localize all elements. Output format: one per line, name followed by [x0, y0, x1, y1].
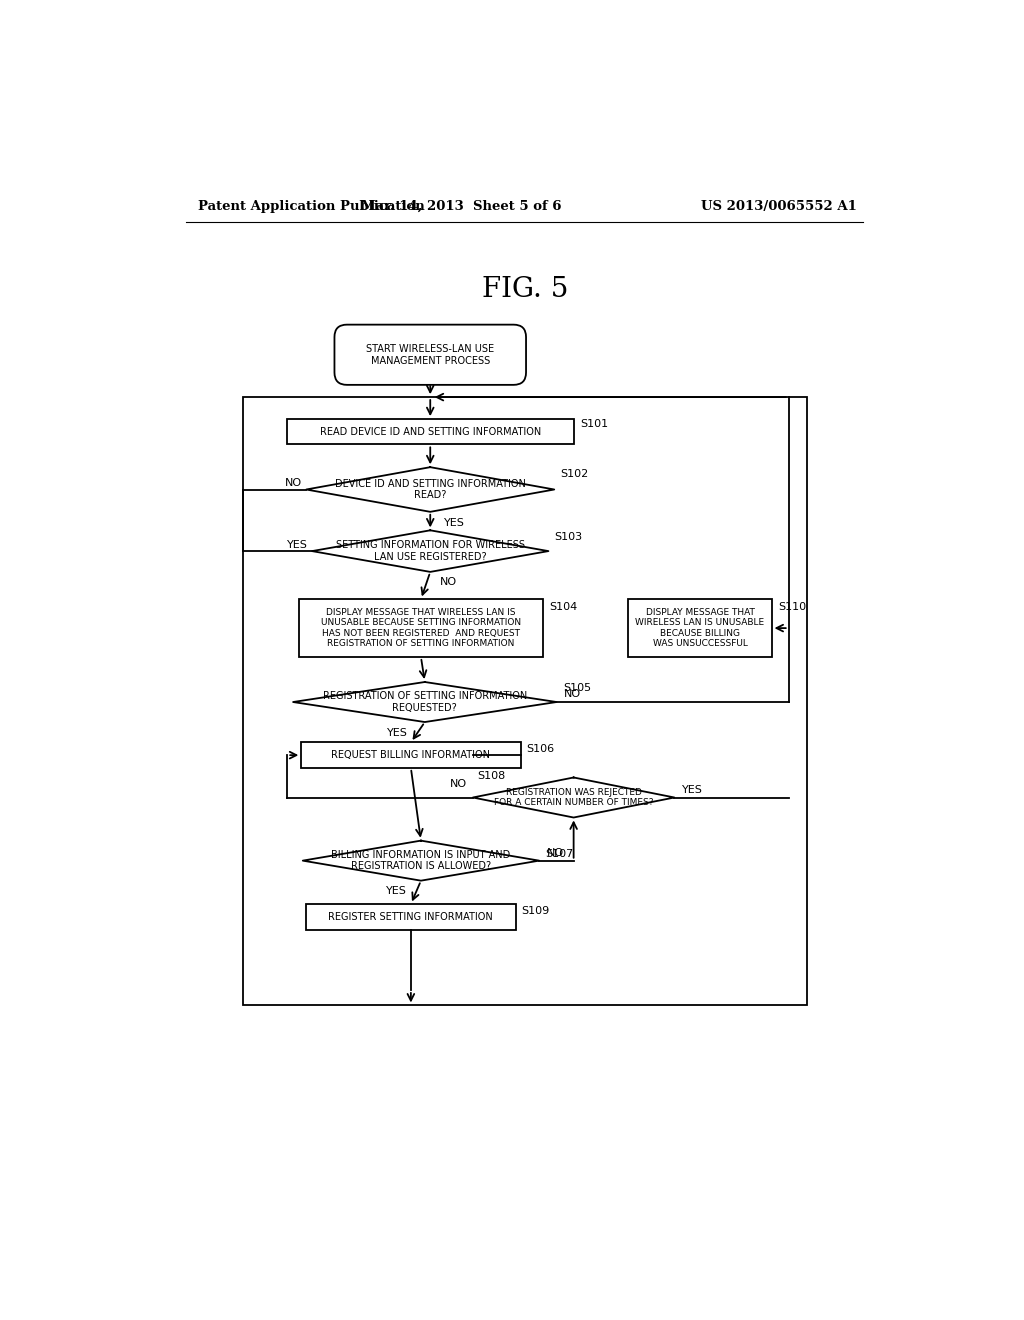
Text: DISPLAY MESSAGE THAT
WIRELESS LAN IS UNUSABLE
BECAUSE BILLING
WAS UNSUCCESSFUL: DISPLAY MESSAGE THAT WIRELESS LAN IS UNU…	[635, 609, 765, 648]
Bar	[306, 904, 515, 929]
Text: BILLING INFORMATION IS INPUT AND
REGISTRATION IS ALLOWED?: BILLING INFORMATION IS INPUT AND REGISTR…	[332, 850, 511, 871]
Text: REGISTER SETTING INFORMATION: REGISTER SETTING INFORMATION	[329, 912, 494, 921]
Text: NO: NO	[547, 847, 564, 858]
Text: S108: S108	[477, 771, 505, 781]
Text: S107: S107	[546, 850, 573, 859]
Text: YES: YES	[287, 540, 307, 550]
Text: YES: YES	[444, 517, 465, 528]
Bar	[287, 418, 573, 445]
Polygon shape	[312, 531, 549, 572]
Text: NO: NO	[450, 779, 467, 788]
Text: NO: NO	[564, 689, 582, 700]
FancyBboxPatch shape	[335, 325, 526, 385]
Text: SETTING INFORMATION FOR WIRELESS
LAN USE REGISTERED?: SETTING INFORMATION FOR WIRELESS LAN USE…	[336, 540, 524, 562]
Text: FIG. 5: FIG. 5	[481, 276, 568, 302]
Text: S105: S105	[563, 684, 591, 693]
Text: REGISTRATION WAS REJECTED
FOR A CERTAIN NUMBER OF TIMES?: REGISTRATION WAS REJECTED FOR A CERTAIN …	[494, 788, 653, 808]
Text: YES: YES	[387, 727, 408, 738]
Bar	[301, 742, 520, 768]
Text: Patent Application Publication: Patent Application Publication	[198, 199, 425, 213]
Text: REQUEST BILLING INFORMATION: REQUEST BILLING INFORMATION	[332, 750, 490, 760]
Text: S106: S106	[526, 744, 555, 754]
Text: READ DEVICE ID AND SETTING INFORMATION: READ DEVICE ID AND SETTING INFORMATION	[319, 426, 541, 437]
Polygon shape	[303, 841, 540, 880]
Text: S110: S110	[778, 602, 806, 611]
Polygon shape	[293, 682, 557, 722]
Text: START WIRELESS-LAN USE
MANAGEMENT PROCESS: START WIRELESS-LAN USE MANAGEMENT PROCES…	[367, 345, 495, 366]
Text: S104: S104	[549, 602, 578, 611]
Text: REGISTRATION OF SETTING INFORMATION
REQUESTED?: REGISTRATION OF SETTING INFORMATION REQU…	[323, 692, 527, 713]
Text: S109: S109	[521, 906, 550, 916]
Text: DEVICE ID AND SETTING INFORMATION
READ?: DEVICE ID AND SETTING INFORMATION READ?	[335, 479, 525, 500]
Text: NO: NO	[439, 577, 457, 587]
Bar	[629, 599, 772, 657]
Bar	[299, 599, 543, 657]
Text: YES: YES	[386, 886, 407, 896]
Text: YES: YES	[682, 785, 703, 795]
Text: NO: NO	[285, 478, 302, 488]
Bar	[243, 397, 807, 1006]
Polygon shape	[473, 777, 675, 817]
Text: S101: S101	[580, 418, 608, 429]
Text: US 2013/0065552 A1: US 2013/0065552 A1	[701, 199, 857, 213]
Text: Mar. 14, 2013  Sheet 5 of 6: Mar. 14, 2013 Sheet 5 of 6	[361, 199, 561, 213]
Text: DISPLAY MESSAGE THAT WIRELESS LAN IS
UNUSABLE BECAUSE SETTING INFORMATION
HAS NO: DISPLAY MESSAGE THAT WIRELESS LAN IS UNU…	[321, 609, 521, 648]
Text: S103: S103	[555, 532, 583, 543]
Text: S102: S102	[560, 469, 589, 479]
Polygon shape	[306, 467, 554, 512]
